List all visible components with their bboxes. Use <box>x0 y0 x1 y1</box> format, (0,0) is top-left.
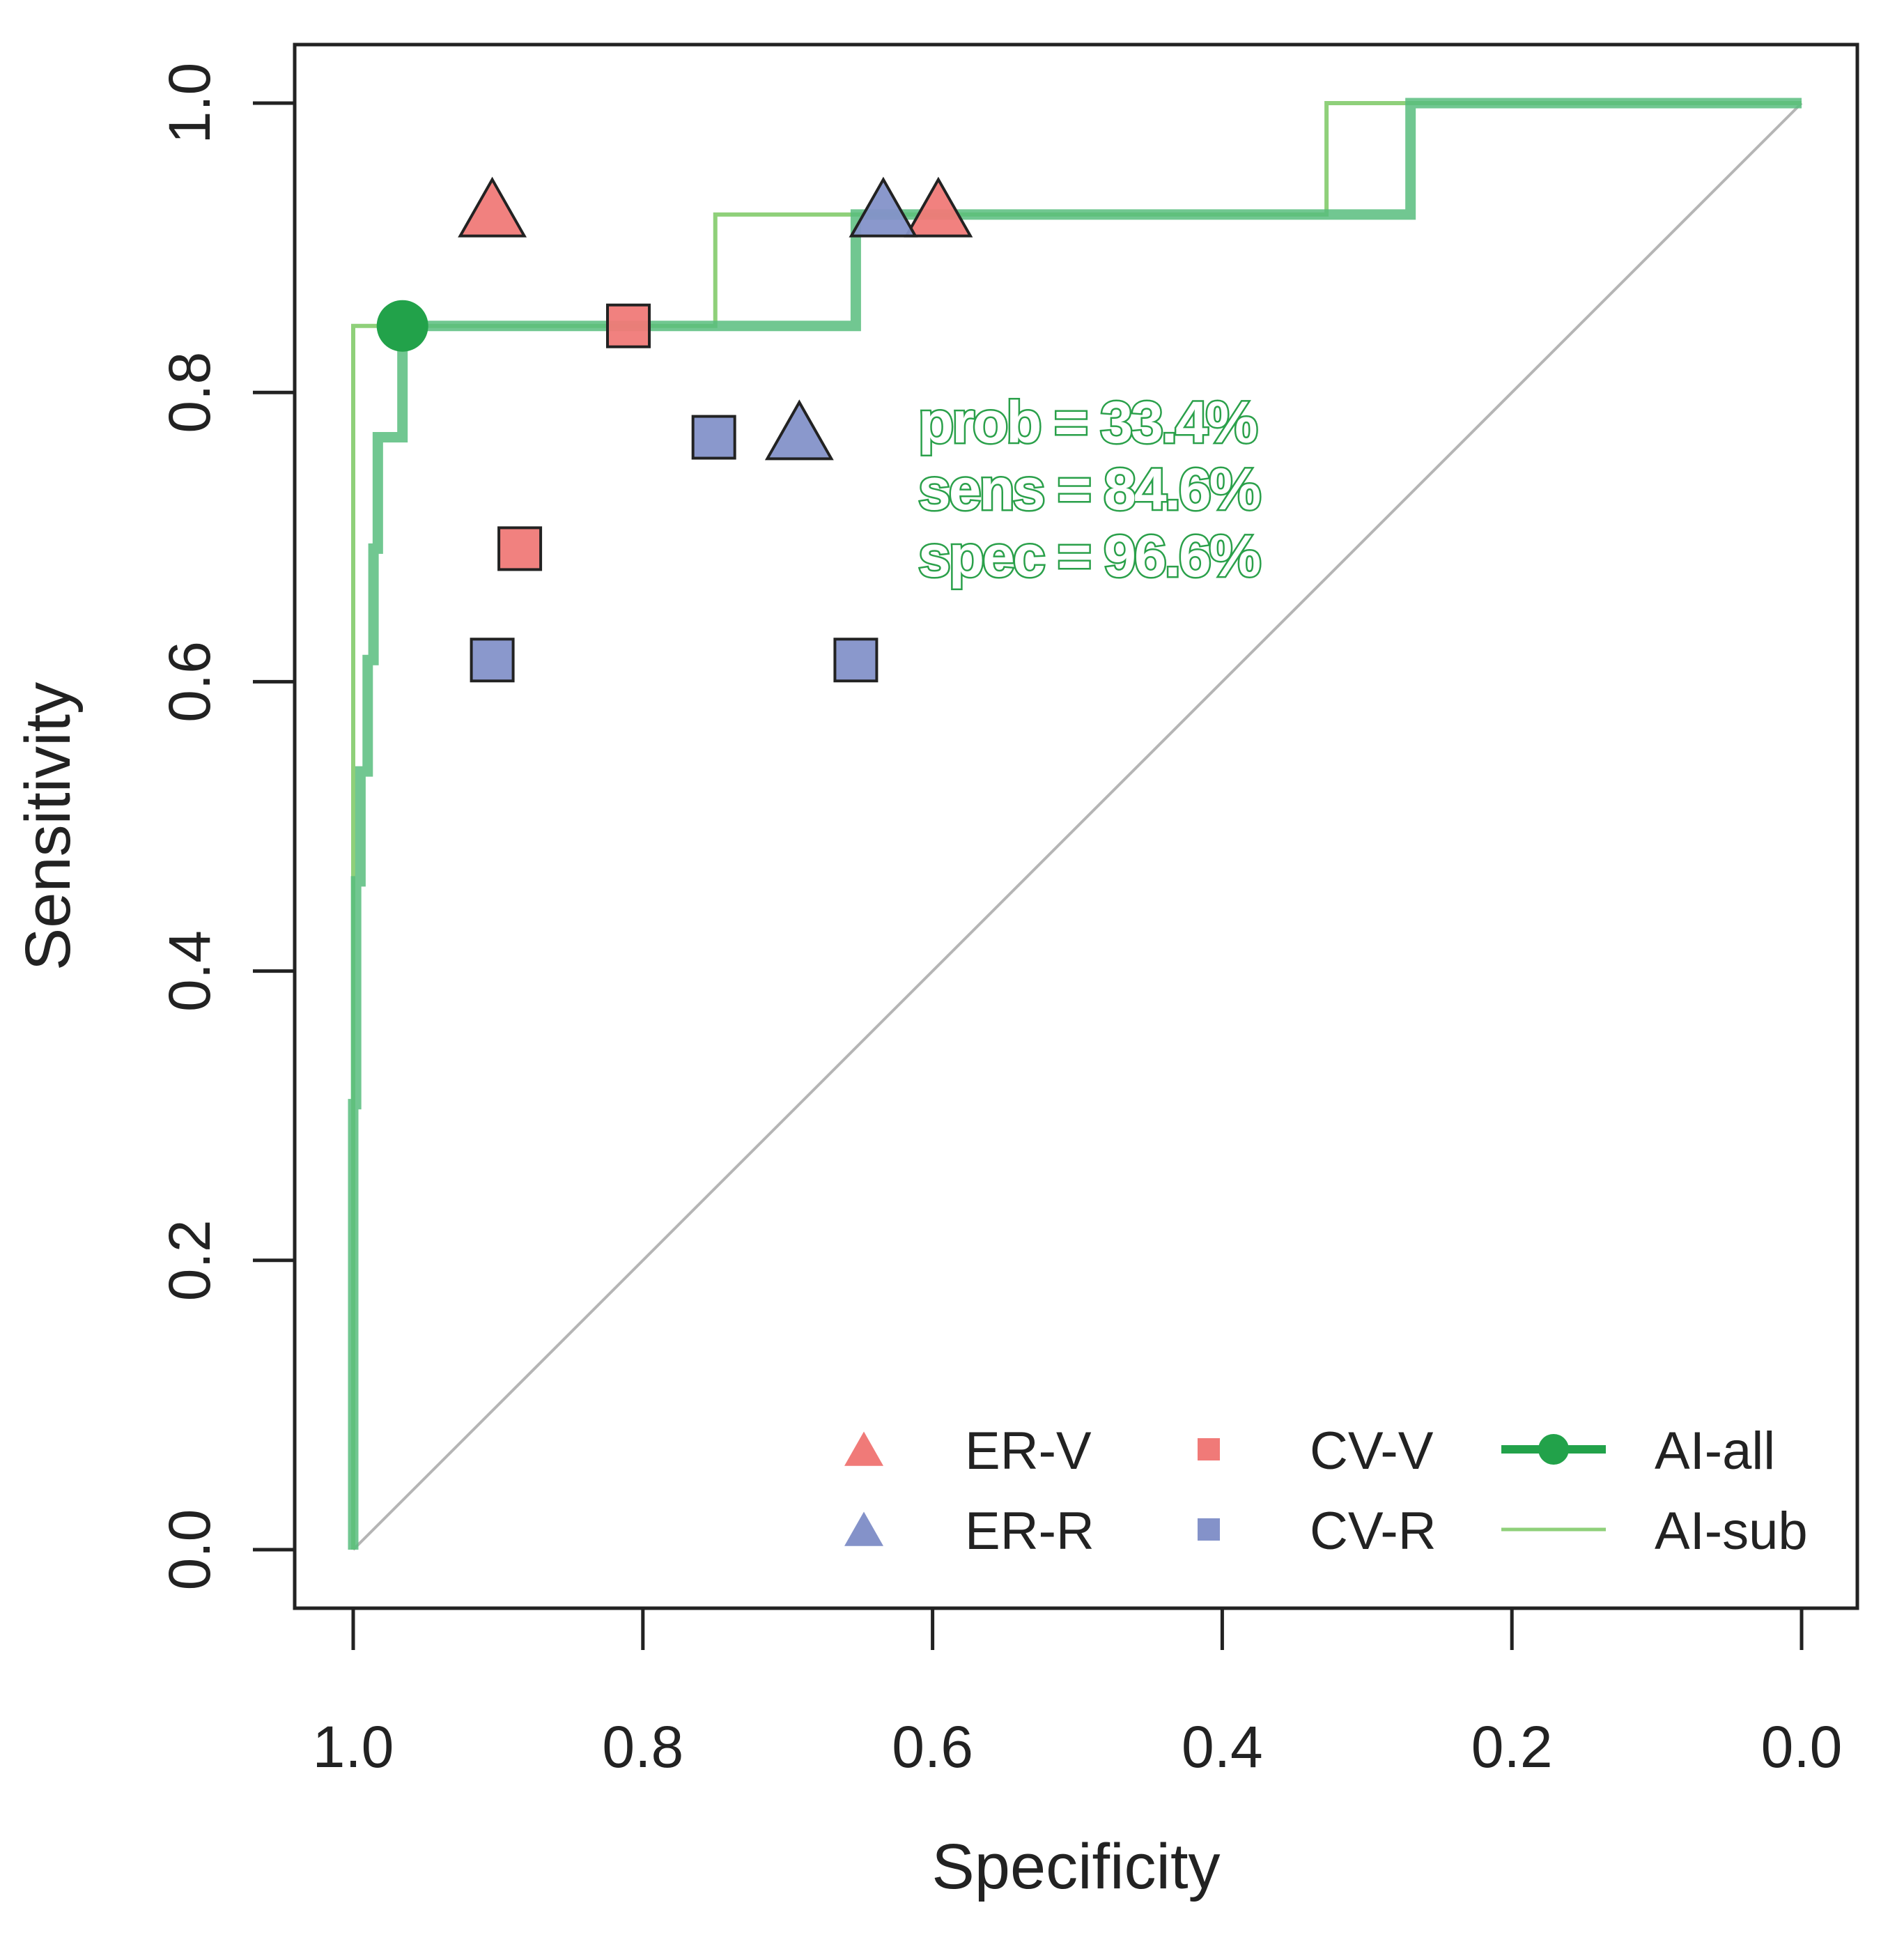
legend-label-er-v: ER-V <box>965 1421 1092 1481</box>
y-tick-label-0: 0.0 <box>157 1509 222 1591</box>
point-er-r-1 <box>849 176 918 238</box>
y-axis-title: Sensitivity <box>13 682 84 971</box>
x-tick-label-3: 0.4 <box>1182 1714 1263 1780</box>
annotation-line-3: spec = 96.6% <box>918 523 1260 589</box>
legend-label-cv-r: CV-R <box>1310 1502 1437 1561</box>
annotation-line-1: prob = 33.4% <box>918 390 1257 455</box>
legend: ER-V CV-V AI-all ER-R CV-R AI-sub <box>844 1421 1808 1561</box>
legend-label-ai-all: AI-all <box>1655 1421 1775 1481</box>
legend-symbol-er-v <box>844 1431 883 1466</box>
annotation-line-2: sens = 84.6% <box>918 456 1260 522</box>
x-tick-label-2: 0.6 <box>892 1714 973 1780</box>
point-cv-r-1 <box>691 415 736 460</box>
roc-lines-layer <box>348 98 1802 1550</box>
legend-symbol-cv-v <box>1198 1438 1220 1460</box>
y-tick-label-4: 0.8 <box>157 352 222 433</box>
diagonal-reference-layer <box>352 102 1803 1551</box>
point-cv-v-1 <box>606 303 651 348</box>
optimal-point-layer <box>376 300 428 352</box>
legend-symbol-cv-r <box>1198 1518 1220 1541</box>
reader-points-layer <box>458 176 973 683</box>
x-tick-label-5: 0.0 <box>1761 1714 1843 1780</box>
legend-label-cv-v: CV-V <box>1310 1421 1434 1481</box>
legend-label-er-r: ER-R <box>965 1502 1094 1561</box>
roc-line-ai-all <box>348 98 1802 1550</box>
axes-layer: 1.0 0.8 0.6 0.4 0.2 0.0 0.0 0.2 0.4 0.6 0.8 1.0 Spec… <box>13 43 1859 1902</box>
x-axis-title: Specificity <box>931 1831 1220 1902</box>
x-tick-label-1: 0.8 <box>602 1714 683 1780</box>
x-tick-label-4: 0.2 <box>1471 1714 1553 1780</box>
point-er-r-2 <box>764 399 834 461</box>
legend-label-ai-sub: AI-sub <box>1655 1502 1808 1561</box>
y-tick-label-2: 0.4 <box>157 930 222 1012</box>
point-cv-v-2 <box>497 526 543 571</box>
plot-frame <box>293 43 1859 1610</box>
y-tick-label-5: 1.0 <box>157 63 222 144</box>
roc-line-ai-sub <box>351 101 1802 1550</box>
point-cv-r-3 <box>833 638 879 683</box>
y-tick-label-3: 0.6 <box>157 641 222 723</box>
legend-symbol-er-r <box>844 1511 883 1546</box>
diagonal-reference-line <box>352 102 1803 1551</box>
legend-symbol-ai-all-dot <box>1538 1434 1569 1465</box>
point-cv-r-2 <box>470 638 515 683</box>
optimal-threshold-point <box>376 300 428 352</box>
annotation-layer: prob = 33.4%sens = 84.6%spec = 96.6% <box>917 388 1264 591</box>
x-tick-label-0: 1.0 <box>313 1714 394 1780</box>
y-tick-label-1: 0.2 <box>157 1219 222 1301</box>
point-er-v-2 <box>904 176 973 238</box>
point-er-v-1 <box>458 176 527 238</box>
